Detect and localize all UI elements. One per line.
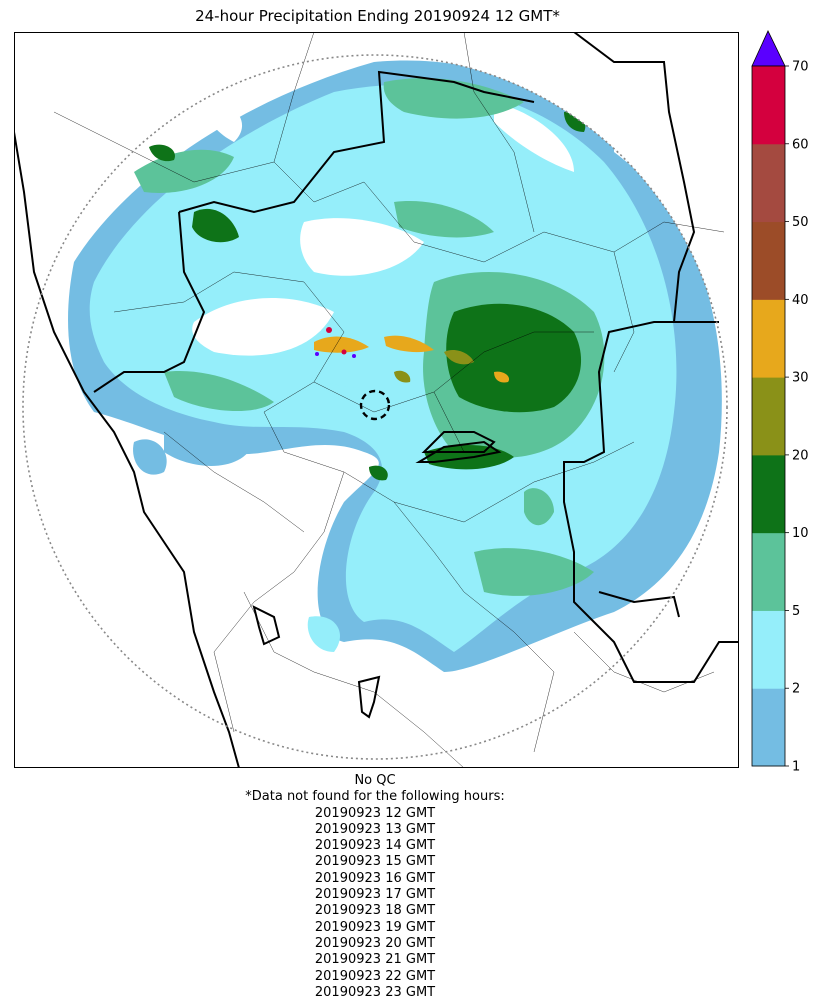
radar-precip-map [14,32,739,768]
colorbar-tick-label: 70 [792,60,809,75]
colorbar-segment [752,221,785,300]
radar-site-marker [359,389,391,421]
colorbar-tick-label: 1 [792,760,800,774]
missing-hour: 20190923 22 GMT [314,968,436,984]
colorbar-segment [752,610,785,689]
missing-hour: 20190923 23 GMT [314,984,436,1000]
colorbar-frame [751,65,786,767]
missing-hour: 20190923 15 GMT [314,854,436,870]
colorbar-segment [752,143,785,223]
colorbar: 1 2 5 10 20 30 40 50 60 70 [751,30,809,774]
colorbar-segment [752,532,785,611]
missing-hour: 20190923 19 GMT [314,919,436,935]
colorbar-segment [752,377,785,456]
colorbar-tick-label: 10 [792,526,809,541]
colorbar-tick-label: 2 [792,682,800,697]
colorbar-segment [752,299,785,378]
map-title: 24-hour Precipitation Ending 20190924 12… [195,7,560,25]
district-boundaries [53,32,725,768]
colorbar-extend-arrow [751,30,786,67]
precipitation-field [68,60,722,672]
missing-hour: 20190923 17 GMT [314,887,436,903]
missing-hour: 20190923 16 GMT [314,870,436,886]
notes: No QC *Data not found for the following … [0,773,750,1001]
state-borders [14,32,739,768]
colorbar-segment [752,454,785,534]
colorbar-tick-label: 20 [792,448,809,463]
colorbar-tick-label: 40 [792,293,809,308]
missing-hour: 20190923 18 GMT [314,903,436,919]
colorbar-segment [752,688,785,767]
colorbar-tick-label: 5 [792,604,800,619]
map-frame [14,32,739,768]
colorbar-tick-label: 60 [792,137,809,152]
colorbar-tick-label: 50 [792,215,809,230]
missing-hour: 20190923 14 GMT [314,838,436,854]
missing-hour: 20190923 13 GMT [314,821,436,837]
qc-note: No QC [354,773,396,788]
colorbar-segment [752,66,785,145]
colorbar-tick-label: 30 [792,371,809,386]
missing-hour: 20190923 20 GMT [314,935,436,951]
missing-header: *Data not found for the following hours: [245,789,505,805]
missing-hour: 20190923 12 GMT [314,805,436,821]
radar-range-ring [22,54,728,760]
missing-hour: 20190923 21 GMT [314,952,436,968]
